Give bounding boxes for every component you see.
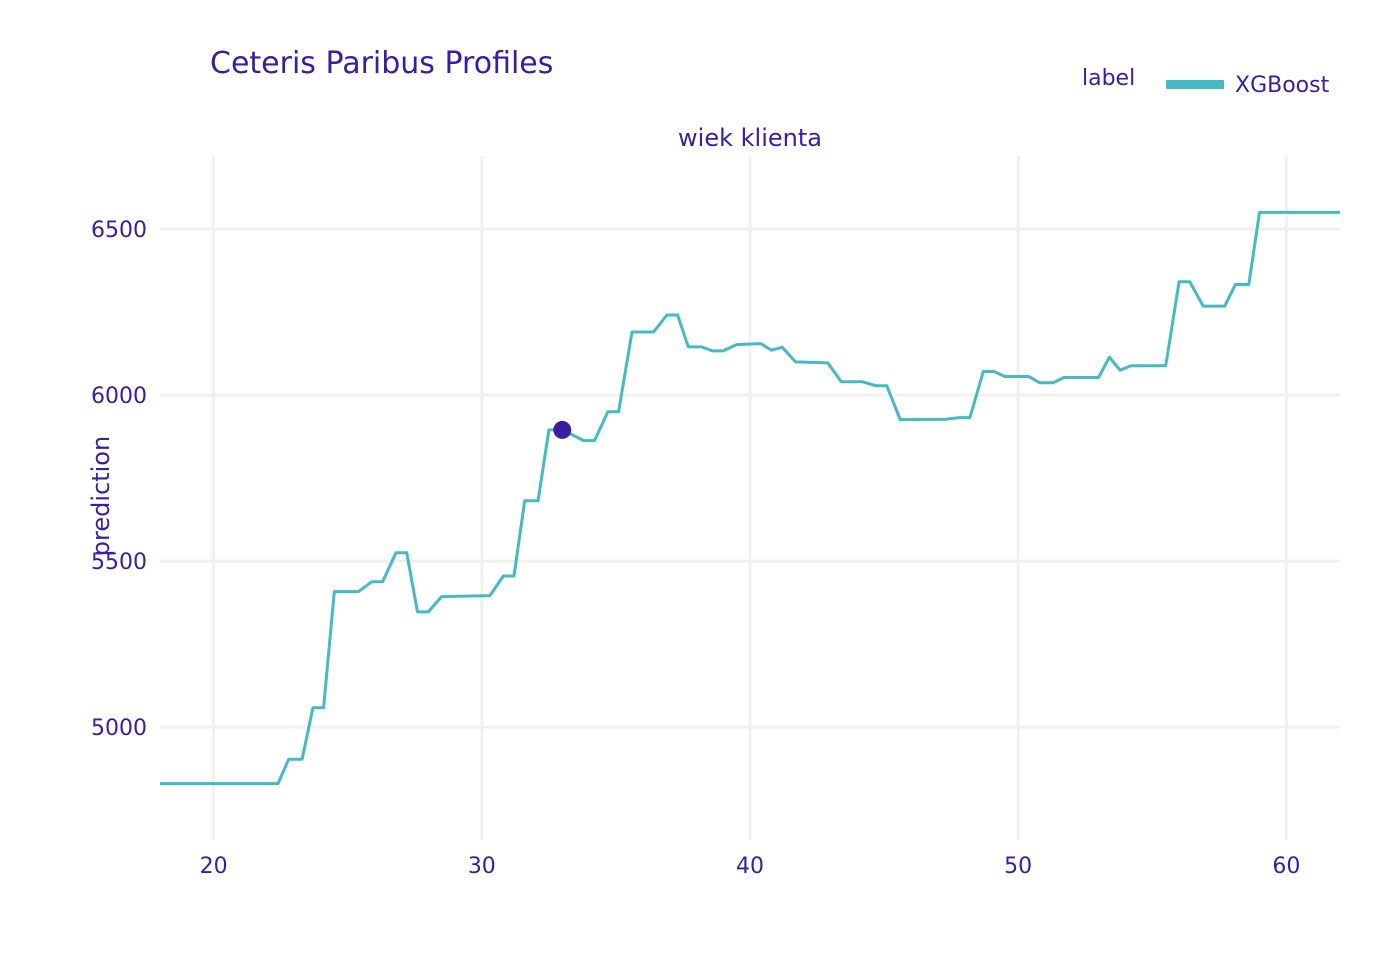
legend-label-xgboost[interactable]: XGBoost <box>1235 73 1330 98</box>
y-tick-label-6000: 6000 <box>91 384 147 409</box>
series-line-xgboost[interactable] <box>160 210 1340 786</box>
y-tick-label-5000: 5000 <box>91 716 147 741</box>
legend-swatch-xgboost[interactable] <box>1166 80 1224 89</box>
legend-title: label <box>1082 66 1136 91</box>
x-tick-label-60: 60 <box>1272 854 1300 879</box>
y-tick-label-5500: 5500 <box>91 550 147 575</box>
x-tick-label-30: 30 <box>468 854 496 879</box>
y-tick-label-6500: 6500 <box>91 218 147 243</box>
panel-subtitle: wiek klienta <box>678 124 822 152</box>
x-tick-label-50: 50 <box>1004 854 1032 879</box>
x-tick-label-20: 20 <box>200 854 228 879</box>
chart-title: Ceteris Paribus Profiles <box>210 46 554 81</box>
y-axis-label: prediction <box>87 436 115 556</box>
x-tick-labels: 20 30 40 50 60 <box>200 854 1301 879</box>
observation-point[interactable] <box>553 420 572 439</box>
series-layer <box>160 210 1340 786</box>
gridlines <box>160 156 1340 840</box>
y-tick-labels: 5000 5500 6000 6500 <box>91 218 147 741</box>
x-tick-label-40: 40 <box>736 854 764 879</box>
